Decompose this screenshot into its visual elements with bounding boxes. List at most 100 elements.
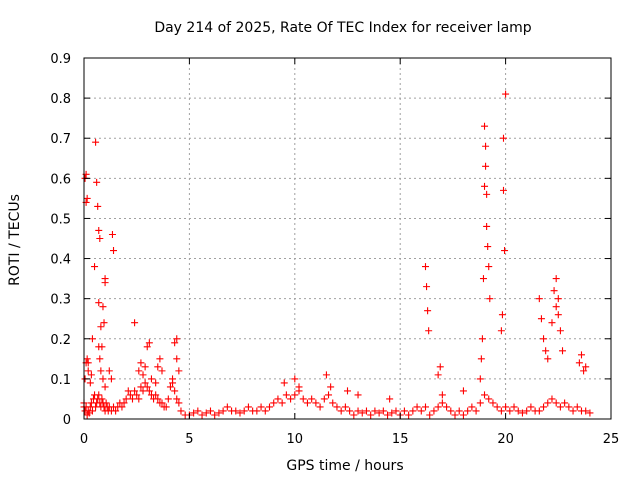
data-point xyxy=(438,399,446,407)
data-point xyxy=(346,407,354,415)
data-point xyxy=(152,391,160,399)
data-point xyxy=(244,403,252,411)
data-point xyxy=(110,247,118,255)
data-point xyxy=(489,399,497,407)
y-tick-label: 0.6 xyxy=(50,172,71,187)
data-point xyxy=(483,222,491,230)
data-point xyxy=(434,371,442,379)
y-tick-label: 0.4 xyxy=(50,253,71,268)
data-point xyxy=(308,395,316,403)
data-point xyxy=(101,383,109,391)
data-point xyxy=(386,395,394,403)
data-point xyxy=(202,409,210,417)
data-point xyxy=(102,399,110,407)
grid-lines xyxy=(84,58,611,419)
data-point xyxy=(280,379,288,387)
data-point xyxy=(477,355,485,363)
data-point xyxy=(577,351,585,359)
data-point xyxy=(295,383,303,391)
data-point xyxy=(131,319,139,327)
data-point xyxy=(83,194,91,202)
data-point xyxy=(99,375,107,383)
data-point xyxy=(447,407,455,415)
data-point xyxy=(388,409,396,417)
data-point xyxy=(177,407,185,415)
data-point xyxy=(358,409,366,417)
axis-ticks: 0 5 10 15 20 25 0 0.1 0.2 0.3 0.4 0.5 0.6 0.7 0.8 0.9 xyxy=(50,52,619,447)
data-point xyxy=(341,403,349,411)
data-point xyxy=(459,387,467,395)
data-point xyxy=(171,339,179,347)
data-point xyxy=(291,375,299,383)
data-point xyxy=(274,395,282,403)
data-point xyxy=(485,395,493,403)
data-point xyxy=(436,363,444,371)
data-point xyxy=(354,391,362,399)
x-tick-label: 15 xyxy=(392,432,409,447)
data-point xyxy=(497,407,505,415)
data-point xyxy=(95,226,103,234)
data-point xyxy=(139,371,147,379)
data-point xyxy=(501,247,509,255)
data-point xyxy=(270,399,278,407)
data-point xyxy=(552,303,560,311)
data-point xyxy=(190,409,198,417)
data-point xyxy=(485,263,493,271)
data-point xyxy=(535,407,543,415)
data-point xyxy=(139,387,147,395)
data-point xyxy=(548,395,556,403)
data-point xyxy=(392,407,400,415)
data-point xyxy=(327,383,335,391)
data-point xyxy=(124,387,132,395)
data-point xyxy=(527,403,535,411)
data-point xyxy=(232,407,240,415)
data-point xyxy=(175,399,183,407)
data-point xyxy=(299,395,307,403)
data-point xyxy=(455,407,463,415)
data-point xyxy=(550,287,558,295)
data-point xyxy=(118,403,126,411)
y-tick-label: 0.3 xyxy=(50,293,71,308)
data-point xyxy=(481,122,489,130)
data-point xyxy=(459,411,467,419)
data-point xyxy=(535,295,543,303)
data-point xyxy=(278,399,286,407)
data-point xyxy=(87,371,95,379)
y-tick-label: 0.7 xyxy=(50,132,71,147)
data-point xyxy=(312,399,320,407)
data-point xyxy=(552,275,560,283)
data-point xyxy=(362,407,370,415)
data-point xyxy=(166,383,174,391)
data-point xyxy=(556,403,564,411)
data-point xyxy=(173,335,181,343)
data-point xyxy=(426,411,434,419)
x-tick-label: 20 xyxy=(497,432,514,447)
data-point xyxy=(514,407,522,415)
data-point xyxy=(497,327,505,335)
data-point xyxy=(506,407,514,415)
data-point xyxy=(287,395,295,403)
data-point xyxy=(135,367,143,375)
data-point xyxy=(417,407,425,415)
data-point xyxy=(91,263,99,271)
data-point xyxy=(141,363,149,371)
data-point xyxy=(483,190,491,198)
data-point xyxy=(537,315,545,323)
data-point xyxy=(502,90,510,98)
data-point xyxy=(379,407,387,415)
data-point xyxy=(164,395,172,403)
data-point xyxy=(133,391,141,399)
data-point xyxy=(105,367,113,375)
data-point xyxy=(145,387,153,395)
data-point xyxy=(498,311,506,319)
data-point xyxy=(499,134,507,142)
y-tick-label: 0.9 xyxy=(50,52,71,67)
data-point xyxy=(320,395,328,403)
x-tick-label: 10 xyxy=(287,432,304,447)
data-point xyxy=(523,407,531,415)
data-point xyxy=(542,347,550,355)
data-point xyxy=(510,403,518,411)
data-point xyxy=(175,367,183,375)
data-point xyxy=(291,391,299,399)
